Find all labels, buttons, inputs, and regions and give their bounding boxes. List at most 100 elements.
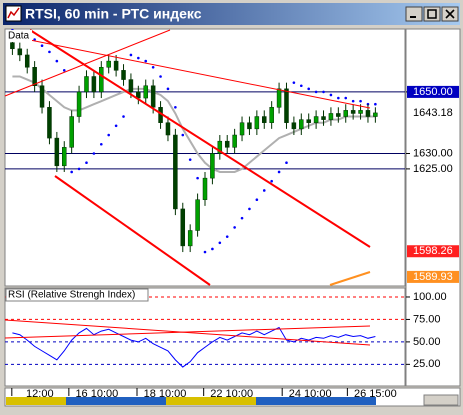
price-marker xyxy=(407,245,459,258)
sar-dot xyxy=(55,59,59,63)
window-title: RTSI, 60 min - РТС индекс xyxy=(25,6,202,22)
candle-body xyxy=(69,116,74,148)
sar-dot xyxy=(225,235,229,238)
rsi-panel xyxy=(4,287,406,387)
scroll-control[interactable] xyxy=(423,394,459,406)
sar-dot xyxy=(374,102,377,106)
sar-dot xyxy=(107,133,111,137)
rsi-line xyxy=(12,326,376,368)
candle-body xyxy=(321,116,326,120)
candle-body xyxy=(106,60,111,68)
sar-dot xyxy=(92,152,96,155)
candle-body xyxy=(262,116,267,123)
sar-dot xyxy=(181,133,185,137)
y-tick-label: 1625.00 xyxy=(413,163,453,175)
sar-dot xyxy=(240,216,244,220)
candle-body xyxy=(217,140,223,154)
candle-body xyxy=(291,122,297,130)
candle-body xyxy=(62,147,67,167)
candle-body xyxy=(195,199,200,231)
y-tick-label: 1630.00 xyxy=(413,147,453,159)
x-tick-label: 18 10:00 xyxy=(144,388,187,400)
price-panel xyxy=(4,28,406,287)
session-strip xyxy=(6,397,66,405)
sar-dot xyxy=(62,69,66,72)
candle-body xyxy=(91,76,97,93)
candle-body xyxy=(54,137,60,167)
sar-dot xyxy=(262,189,266,192)
candle-body xyxy=(284,88,289,123)
sar-dot xyxy=(48,50,51,54)
y-tick-label: 50.00 xyxy=(413,336,441,348)
price-marker xyxy=(407,106,459,119)
sar-dot xyxy=(322,90,325,94)
session-strip xyxy=(66,397,166,405)
candle-body xyxy=(306,119,311,123)
close-button[interactable] xyxy=(441,6,459,22)
moving-average xyxy=(12,75,376,173)
sar-dot xyxy=(314,90,318,94)
sar-dot xyxy=(85,161,88,165)
candle-body xyxy=(254,116,260,130)
sar-dot xyxy=(233,226,236,229)
candle-body xyxy=(150,85,156,108)
candle-body xyxy=(24,54,30,68)
x-tick-label: 22 10:00 xyxy=(210,388,253,400)
sar-dot xyxy=(77,167,81,171)
sar-dot xyxy=(99,142,103,146)
sar-dot xyxy=(344,96,348,100)
sar-dot xyxy=(211,247,214,251)
panel-label: Data xyxy=(8,31,30,42)
price-marker-label: 1650.00 xyxy=(413,86,453,98)
sar-dot xyxy=(40,44,44,48)
sar-dot xyxy=(299,84,303,88)
sar-dot xyxy=(129,53,133,57)
sar-dot xyxy=(337,96,340,100)
y-tick-label: 75.00 xyxy=(413,313,441,325)
candle-body xyxy=(350,110,356,114)
sar-dot xyxy=(351,99,355,103)
candle-body xyxy=(247,122,252,130)
candle-body xyxy=(121,70,126,80)
candle-body xyxy=(47,107,52,139)
sar-dot xyxy=(159,75,162,78)
x-tick-label: 16 10:00 xyxy=(75,388,118,400)
price-marker xyxy=(407,85,459,98)
maximize-button[interactable] xyxy=(423,6,441,22)
sar-dot xyxy=(366,102,370,106)
price-marker-label: 1589.93 xyxy=(413,271,453,283)
minimize-button[interactable] xyxy=(405,6,423,22)
candle-body xyxy=(373,112,378,117)
candle-body xyxy=(358,110,363,114)
session-strip xyxy=(256,397,376,405)
sar-dot xyxy=(248,207,251,211)
panel-label: RSI (Relative Strengh Index) xyxy=(8,290,135,301)
candle-body xyxy=(17,48,23,56)
sar-dot xyxy=(285,161,288,165)
candle-body xyxy=(328,113,334,120)
candle-body xyxy=(299,119,304,130)
candle-body xyxy=(224,140,230,148)
candle-body xyxy=(84,76,89,93)
x-tick-label: 12:00 xyxy=(26,388,54,400)
candle-body xyxy=(313,116,319,123)
candle-body xyxy=(32,67,37,86)
sar-dot xyxy=(144,59,148,63)
candle-body xyxy=(239,122,245,136)
price-marker-label: 1643.18 xyxy=(413,107,453,119)
candle-body xyxy=(276,88,282,108)
sar-dot xyxy=(122,115,125,118)
y-tick-label: 100.00 xyxy=(413,291,447,303)
candle-body xyxy=(187,230,193,247)
sar-dot xyxy=(166,87,170,91)
candle-body xyxy=(343,110,348,117)
trend-lines xyxy=(4,29,371,346)
sar-dot xyxy=(114,124,118,128)
candle-body xyxy=(202,177,208,200)
sar-dot xyxy=(151,65,155,69)
candle-body xyxy=(10,42,15,50)
sar-dot xyxy=(218,241,222,245)
price-marker xyxy=(407,270,459,283)
